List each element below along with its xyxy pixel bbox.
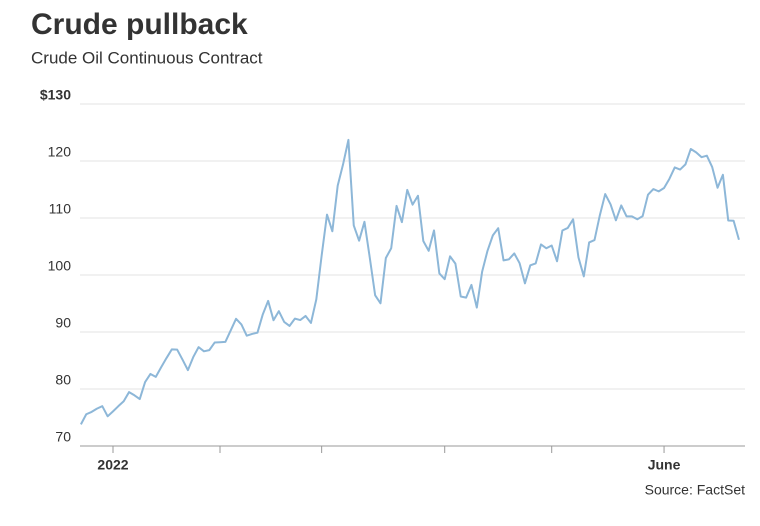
y-tick-label: 90	[55, 315, 71, 331]
source: Source: FactSet	[645, 482, 745, 498]
line-series	[80, 138, 740, 425]
y-tick-label: 80	[55, 372, 71, 388]
y-tick-label: 100	[48, 258, 72, 274]
y-tick-label: $130	[40, 87, 71, 103]
y-tick-label: 70	[55, 429, 71, 445]
x-tick-label: 2022	[97, 457, 128, 473]
chart-subtitle: Crude Oil Continuous Contract	[31, 48, 263, 67]
y-tick-label: 120	[48, 144, 72, 160]
chart-title: Crude pullback	[31, 8, 248, 41]
x-tick-label: June	[648, 457, 681, 473]
y-tick-label: 110	[49, 201, 72, 217]
